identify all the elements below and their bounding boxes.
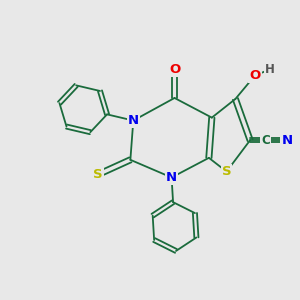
Text: N: N	[166, 171, 177, 184]
Text: O: O	[249, 69, 261, 82]
Text: C: C	[261, 134, 270, 147]
Text: N: N	[281, 134, 292, 147]
Text: O: O	[169, 63, 180, 76]
Text: S: S	[222, 165, 231, 178]
Text: H: H	[265, 63, 275, 76]
Text: N: N	[128, 114, 139, 127]
Text: S: S	[93, 168, 103, 181]
